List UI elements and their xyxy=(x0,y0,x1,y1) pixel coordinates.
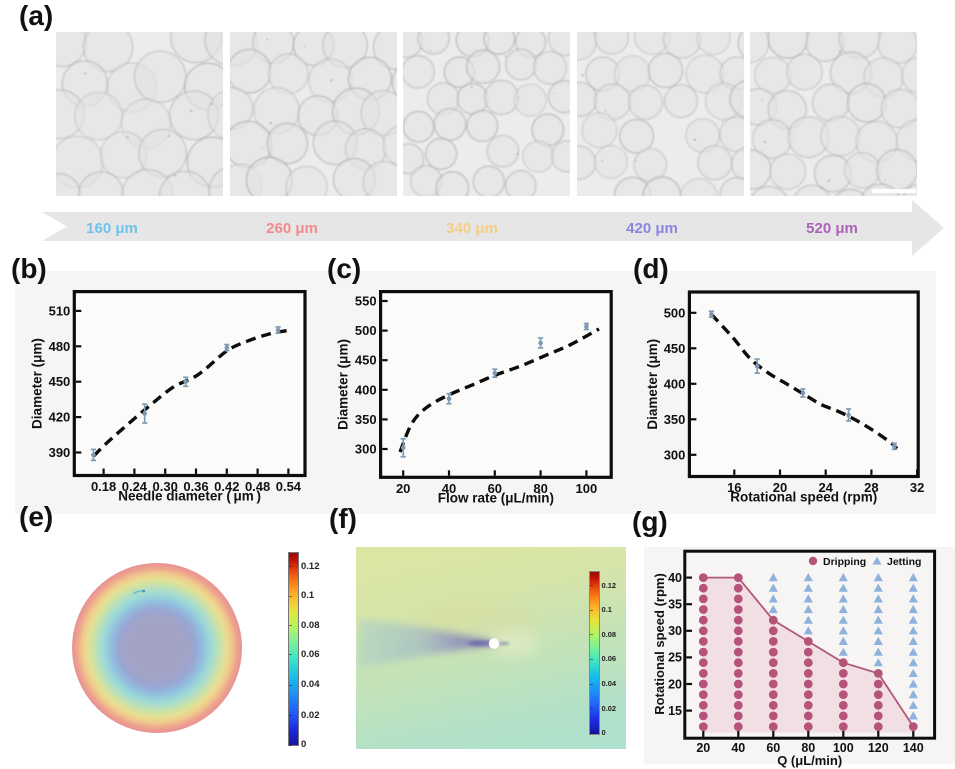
svg-text:480: 480 xyxy=(49,339,71,354)
svg-text:40: 40 xyxy=(668,571,682,585)
svg-text:Diameter (μm): Diameter (μm) xyxy=(645,339,660,430)
svg-text:0.24: 0.24 xyxy=(122,479,148,494)
svg-text:20: 20 xyxy=(668,677,682,691)
svg-text:Needle diameter ( μm ): Needle diameter ( μm ) xyxy=(118,489,261,504)
svg-text:500: 500 xyxy=(355,323,377,338)
svg-text:0.48: 0.48 xyxy=(245,479,270,494)
svg-text:500: 500 xyxy=(664,305,686,320)
svg-text:60: 60 xyxy=(766,741,780,755)
svg-text:25: 25 xyxy=(668,651,682,665)
svg-text:Dripping: Dripping xyxy=(823,556,866,568)
svg-text:100: 100 xyxy=(576,481,598,496)
svg-text:Jetting: Jetting xyxy=(887,556,921,568)
svg-text:0.18: 0.18 xyxy=(91,479,116,494)
svg-text:40: 40 xyxy=(731,741,745,755)
svg-text:120: 120 xyxy=(868,741,889,755)
svg-text:30: 30 xyxy=(668,624,682,638)
svg-text:140: 140 xyxy=(903,741,924,755)
svg-text:350: 350 xyxy=(664,412,686,427)
svg-text:Diameter (μm): Diameter (μm) xyxy=(30,338,45,429)
svg-text:400: 400 xyxy=(355,382,377,397)
svg-text:20: 20 xyxy=(396,481,410,496)
svg-text:15: 15 xyxy=(668,704,682,718)
svg-text:450: 450 xyxy=(664,341,686,356)
svg-text:24: 24 xyxy=(818,480,833,495)
svg-text:28: 28 xyxy=(864,480,878,495)
svg-text:0.42: 0.42 xyxy=(214,479,239,494)
svg-text:300: 300 xyxy=(355,442,377,457)
svg-text:Flow rate (μL/min): Flow rate (μL/min) xyxy=(438,490,554,505)
svg-text:Rotational speed (rpm): Rotational speed (rpm) xyxy=(730,490,877,505)
svg-text:100: 100 xyxy=(833,741,854,755)
svg-text:20: 20 xyxy=(696,741,710,755)
svg-text:80: 80 xyxy=(801,741,815,755)
svg-text:32: 32 xyxy=(910,480,924,495)
svg-text:20: 20 xyxy=(773,480,787,495)
svg-text:40: 40 xyxy=(442,481,456,496)
svg-text:Diameter (μm): Diameter (μm) xyxy=(336,339,351,430)
svg-text:60: 60 xyxy=(488,481,502,496)
svg-text:300: 300 xyxy=(664,447,686,462)
svg-text:420: 420 xyxy=(49,410,71,425)
svg-text:0.30: 0.30 xyxy=(153,479,178,494)
svg-text:0.36: 0.36 xyxy=(183,479,208,494)
svg-text:350: 350 xyxy=(355,412,377,427)
svg-text:510: 510 xyxy=(49,303,71,318)
svg-text:390: 390 xyxy=(49,445,71,460)
svg-text:Q (μL/min): Q (μL/min) xyxy=(777,753,842,768)
svg-text:450: 450 xyxy=(49,374,71,389)
svg-text:16: 16 xyxy=(727,480,741,495)
svg-text:0.54: 0.54 xyxy=(276,479,302,494)
svg-text:400: 400 xyxy=(664,376,686,391)
svg-text:450: 450 xyxy=(355,353,377,368)
svg-text:80: 80 xyxy=(533,481,547,496)
svg-text:Rotational speed (rpm): Rotational speed (rpm) xyxy=(652,573,667,715)
svg-text:550: 550 xyxy=(355,294,377,309)
svg-text:35: 35 xyxy=(668,598,682,612)
